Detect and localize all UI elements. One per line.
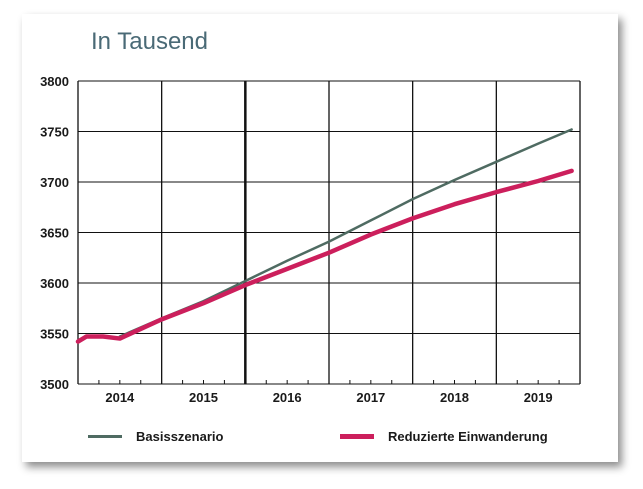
series-line-reduzierte-einwanderung (75, 168, 574, 344)
x-tick-label: 2018 (440, 390, 469, 405)
y-tick-label: 3600 (40, 276, 69, 291)
x-tick-label: 2016 (273, 390, 302, 405)
legend-item-basisszenario: Basisszenario (88, 429, 223, 444)
x-tick-label: 2015 (189, 390, 218, 405)
y-tick-label: 3500 (40, 377, 69, 392)
x-tick-label: 2019 (524, 390, 553, 405)
chart-subtitle: In Tausend (91, 28, 208, 55)
legend-label-basisszenario: Basisszenario (136, 429, 224, 444)
y-tick-label: 3750 (40, 125, 69, 140)
y-tick-label: 3550 (40, 327, 69, 342)
chart-card (22, 14, 618, 462)
legend-swatch-reduzierte-einwanderung (340, 434, 374, 439)
legend-item-reduzierte-einwanderung: Reduzierte Einwanderung (340, 429, 548, 444)
legend-swatch-basisszenario (88, 435, 122, 438)
y-tick-label: 3650 (40, 226, 69, 241)
y-tick-label: 3700 (40, 175, 69, 190)
series-line-basisszenario (118, 128, 573, 338)
y-tick-label: 3800 (40, 74, 69, 89)
x-tick-label: 2014 (105, 390, 135, 405)
x-tick-label: 2017 (356, 390, 385, 405)
legend-label-reduzierte-einwanderung: Reduzierte Einwanderung (388, 429, 548, 444)
